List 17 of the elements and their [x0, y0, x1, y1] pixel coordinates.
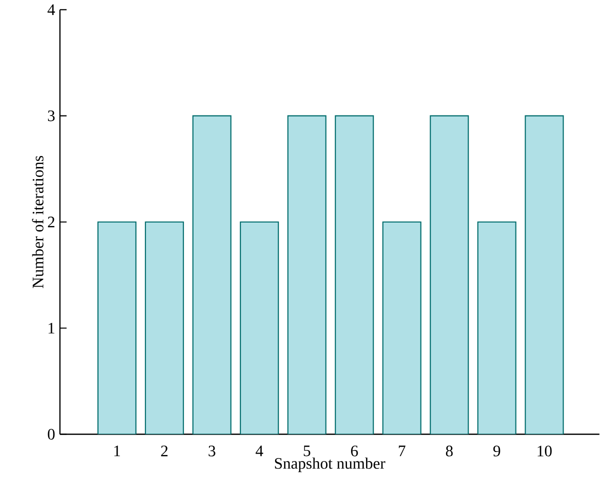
- x-tick-label: 1: [114, 446, 120, 456]
- y-tick-label: 3: [48, 110, 55, 122]
- x-tick-label: 9: [493, 446, 500, 456]
- y-tick-label: 1: [48, 322, 54, 334]
- x-tick-label: 5: [304, 446, 310, 456]
- y-tick-label: 4: [48, 4, 55, 15]
- x-tick-label: 8: [446, 446, 453, 456]
- x-tick-label: 3: [208, 446, 216, 456]
- x-tick-label: 4: [256, 446, 264, 456]
- y-axis-title: Number of iterations: [32, 156, 44, 288]
- x-tick-label: 10: [538, 446, 552, 456]
- x-tick-label: 2: [161, 446, 168, 456]
- y-tick-label: 0: [48, 428, 55, 440]
- y-tick-label: 2: [48, 216, 54, 228]
- x-axis-title: Snapshot number: [275, 457, 386, 472]
- x-tick-label: 6: [351, 446, 358, 456]
- x-tick-label: 7: [398, 446, 406, 456]
